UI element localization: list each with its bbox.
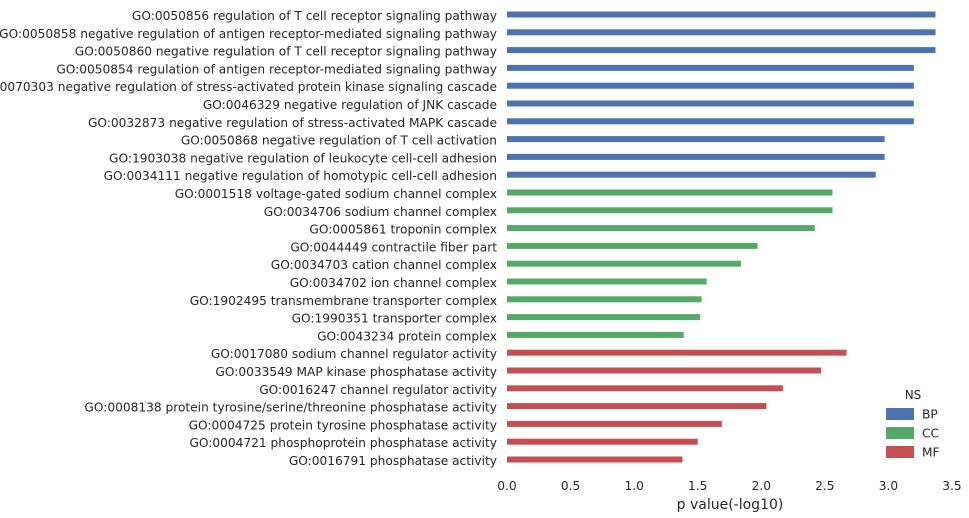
x-tick-label: 0.0: [497, 479, 516, 493]
category-label: GO:0043234 protein complex: [317, 329, 497, 343]
bars-group: [507, 11, 936, 463]
bar-bp: [507, 82, 914, 89]
bar-bp: [507, 100, 914, 107]
category-label: GO:0044449 contractile fiber part: [290, 240, 497, 254]
category-label: GO:0016791 phosphatase activity: [289, 454, 497, 468]
category-label: GO:0008138 protein tyrosine/serine/threo…: [84, 401, 497, 415]
category-label: GO:0034111 negative regulation of homoty…: [104, 169, 497, 183]
category-label: GO:0017080 sodium channel regulator acti…: [211, 347, 497, 361]
category-label: GO:0050868 negative regulation of T cell…: [181, 134, 497, 148]
category-label: GO:0004721 phosphoprotein phosphatase ac…: [189, 436, 497, 450]
bar-cc: [507, 331, 684, 338]
category-label: GO:0033549 MAP kinase phosphatase activi…: [215, 365, 497, 379]
bar-bp: [507, 64, 914, 71]
legend: NS BP CC MF: [886, 388, 940, 460]
category-label: GO:0046329 negative regulation of JNK ca…: [203, 98, 497, 112]
category-label: GO:0032873 negative regulation of stress…: [88, 116, 497, 130]
legend-swatch-mf: [886, 446, 914, 458]
legend-swatch-cc: [886, 427, 914, 439]
bar-cc: [507, 296, 702, 303]
bar-cc: [507, 242, 758, 249]
bar-mf: [507, 456, 683, 463]
x-tick-label: 2.0: [752, 479, 771, 493]
bar-cc: [507, 260, 741, 267]
bar-mf: [507, 403, 767, 410]
bar-cc: [507, 278, 707, 285]
x-tick-label: 1.0: [624, 479, 643, 493]
category-label: GO:0050856 regulation of T cell receptor…: [132, 9, 497, 23]
category-label: GO:0034702 ion channel complex: [290, 276, 497, 290]
category-label: GO:1902495 transmembrane transporter com…: [190, 294, 497, 308]
legend-label-mf: MF: [922, 446, 940, 460]
category-label: GO:1990351 transporter complex: [292, 312, 497, 326]
bar-bp: [507, 118, 914, 125]
category-label: GO:0034706 sodium channel complex: [264, 205, 497, 219]
category-label: GO:0070303 negative regulation of stress…: [0, 80, 497, 94]
legend-label-cc: CC: [922, 427, 939, 441]
category-label: GO:0005861 troponin complex: [309, 223, 497, 237]
legend-title: NS: [905, 388, 922, 402]
category-label: GO:0004725 protein tyrosine phosphatase …: [189, 418, 497, 432]
bar-cc: [507, 314, 701, 321]
x-tick-label: 1.5: [688, 479, 707, 493]
category-label: GO:0050860 negative regulation of T cell…: [75, 45, 497, 59]
category-label: GO:0016247 channel regulator activity: [259, 383, 497, 397]
legend-label-bp: BP: [922, 408, 938, 422]
category-label: GO:0001518 voltage-gated sodium channel …: [175, 187, 497, 201]
category-label: GO:0050854 regulation of antigen recepto…: [56, 62, 497, 76]
x-tick-label: 3.0: [879, 479, 898, 493]
bar-mf: [507, 438, 698, 445]
bar-cc: [507, 225, 815, 232]
category-labels: GO:0050856 regulation of T cell receptor…: [0, 9, 497, 468]
bar-bp: [507, 47, 936, 54]
x-axis-label: p value(-log10): [677, 497, 784, 513]
x-axis-ticks: 0.0 0.5 1.0 1.5 2.0 2.5 3.0 3.5: [497, 479, 961, 493]
bar-bp: [507, 171, 876, 178]
bar-bp: [507, 136, 885, 143]
bar-mf: [507, 367, 822, 374]
bar-bp: [507, 11, 936, 18]
bar-mf: [507, 385, 783, 392]
bar-mf: [507, 420, 722, 427]
bar-bp: [507, 29, 936, 36]
bar-cc: [507, 207, 833, 214]
category-label: GO:0034703 cation channel complex: [271, 258, 497, 272]
x-tick-label: 3.5: [942, 479, 961, 493]
x-tick-label: 0.5: [561, 479, 580, 493]
bar-bp: [507, 153, 885, 160]
bar-mf: [507, 349, 847, 356]
category-label: GO:0050858 negative regulation of antige…: [0, 27, 497, 41]
bar-cc: [507, 189, 833, 196]
x-tick-label: 2.5: [815, 479, 834, 493]
legend-swatch-bp: [886, 408, 914, 420]
category-label: GO:1903038 negative regulation of leukoc…: [109, 151, 497, 165]
